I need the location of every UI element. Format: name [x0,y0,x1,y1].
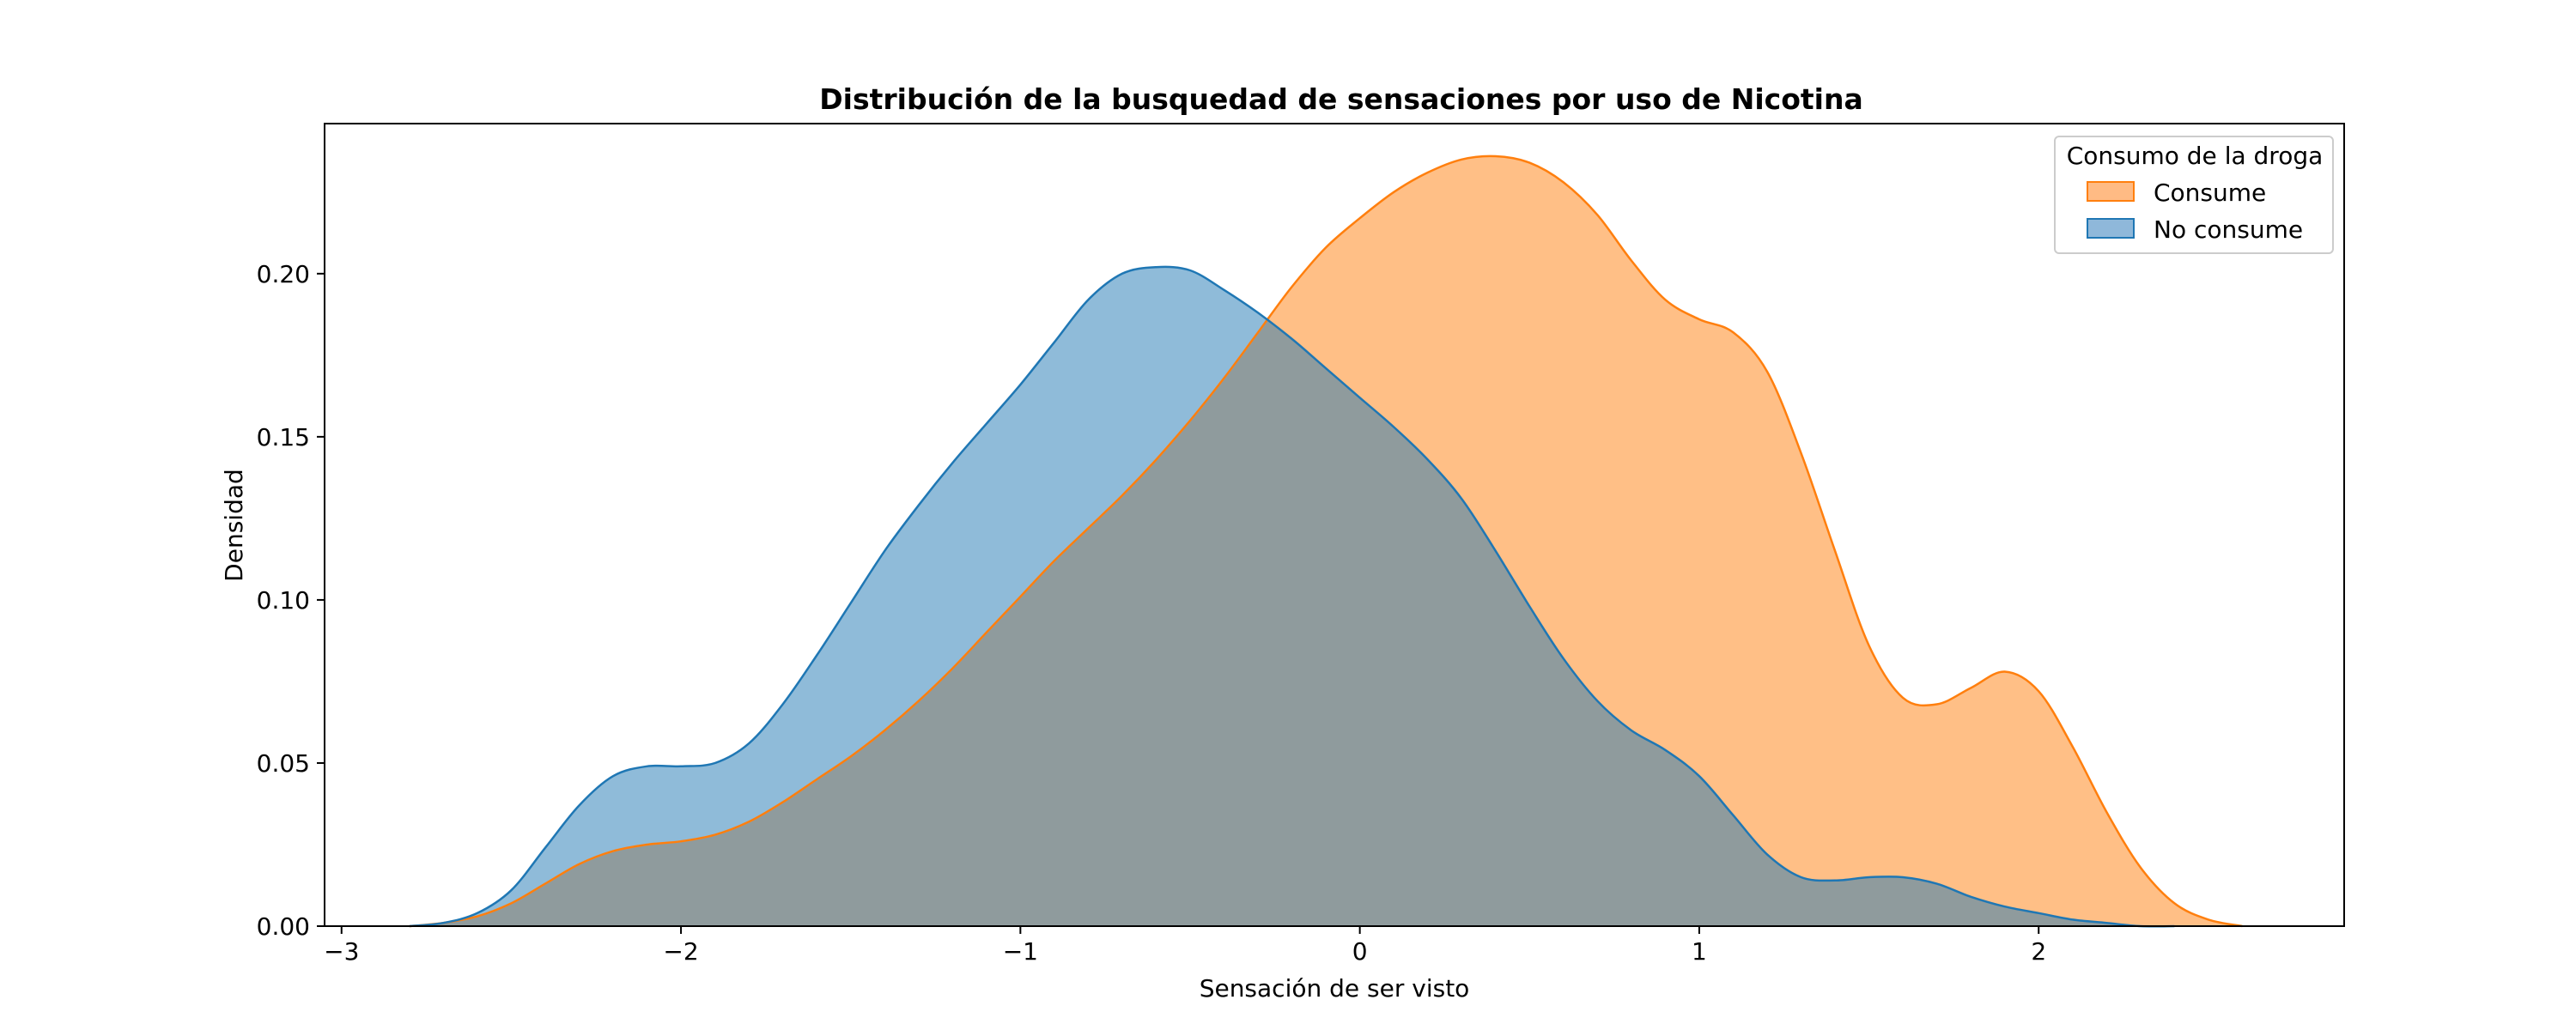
legend-label-no-consume: No consume [2154,215,2303,244]
y-tick-label: 0.10 [257,586,310,615]
x-tick-label: −2 [663,937,698,966]
y-tick-label: 0.20 [257,260,310,288]
density-fills [409,155,2243,927]
x-tick-label: −1 [1003,937,1038,966]
x-axis-label: Sensación de ser visto [1200,974,1470,1003]
density-line-no-consume [409,265,2175,928]
legend-label-consume: Consume [2154,179,2266,207]
plot-frame [324,123,2345,927]
y-tick-label: 0.00 [257,912,310,941]
x-tick-label: 1 [1692,937,1707,966]
x-tick-label: 2 [2031,937,2046,966]
chart-title: Distribución de la busquedad de sensacio… [819,82,1863,116]
y-tick-label: 0.15 [257,423,310,451]
density-lines [409,154,2243,928]
y-axis: 0.00 0.05 0.10 0.15 0.20 [257,260,325,941]
y-tick-label: 0.05 [257,749,310,778]
legend: Consumo de la droga Consume No consume [2054,136,2334,254]
legend-title: Consumo de la droga [2067,142,2324,170]
density-area-no-consume [409,266,2175,927]
y-axis-label: Densidad [220,469,248,582]
x-tick-label: 0 [1352,937,1368,966]
density-line-consume [409,154,2243,928]
legend-swatch-no-consume [2087,218,2135,239]
x-axis: −3 −2 −1 0 1 2 [324,926,2046,966]
legend-swatch-consume [2087,181,2135,202]
x-tick-label: −3 [324,937,359,966]
